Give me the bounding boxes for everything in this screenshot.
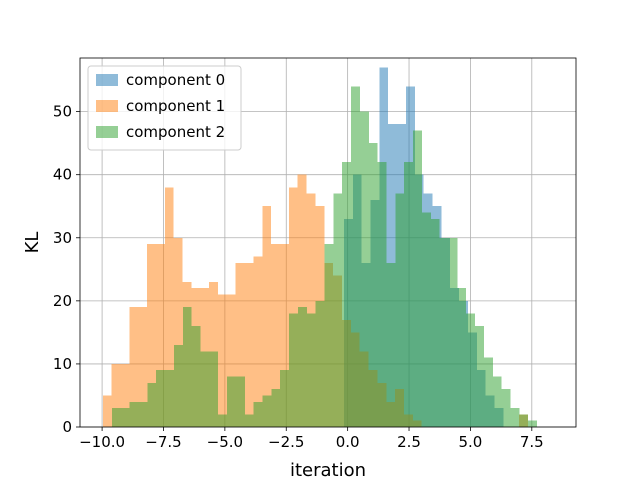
histogram-bar <box>102 395 112 427</box>
histogram-bar <box>466 313 476 427</box>
histogram-bar <box>448 237 458 427</box>
histogram-bar <box>395 193 405 427</box>
histogram-bar <box>315 300 325 427</box>
histogram-bar <box>164 187 174 427</box>
histogram-bar <box>138 401 148 427</box>
histogram-bar <box>439 237 449 427</box>
histogram-bar <box>333 193 343 427</box>
histogram-bar <box>386 263 396 427</box>
legend: component 0 component 1 component 2 <box>87 65 242 151</box>
histogram-bar <box>483 357 493 427</box>
histogram-bar <box>288 187 298 427</box>
histogram-bar <box>155 244 165 427</box>
y-tick-label: 10 <box>53 355 72 373</box>
x-tick-label: 2.5 <box>397 433 421 451</box>
histogram-bar <box>244 414 254 427</box>
histogram-bar <box>519 414 529 427</box>
histogram-bar <box>430 218 440 427</box>
x-axis-label: iteration <box>290 460 366 480</box>
histogram-bar <box>217 294 227 427</box>
histogram-bar <box>342 162 352 428</box>
x-tick-label: 7.5 <box>520 433 544 451</box>
histogram-bar <box>173 345 183 427</box>
histogram-bar <box>297 307 307 427</box>
histogram-bar <box>297 174 307 427</box>
histogram-bar <box>253 256 263 427</box>
histogram-bar <box>165 370 174 427</box>
histogram-bar <box>510 408 520 427</box>
plot-frame <box>79 57 577 428</box>
histogram-bar <box>492 376 502 427</box>
histogram-bar <box>271 244 280 427</box>
legend-label: component 1 <box>126 97 225 115</box>
histogram-bar <box>138 307 148 427</box>
legend-label: component 0 <box>126 71 225 89</box>
histogram-bar <box>227 376 236 427</box>
y-axis-ticks: 0 10 20 30 40 50 <box>53 103 80 436</box>
x-tick-label: −7.5 <box>145 433 181 451</box>
histogram-bar <box>262 395 272 427</box>
y-tick-label: 30 <box>53 229 72 247</box>
legend-swatch <box>96 74 118 86</box>
histogram-bar <box>306 193 316 427</box>
legend-label: component 2 <box>126 123 225 141</box>
x-axis-ticks: −10.0 −7.5 −5.0 −2.5 0.0 2.5 5.0 7.5 <box>79 427 544 451</box>
bars <box>102 67 538 428</box>
histogram-bar <box>413 130 422 428</box>
histogram-bar <box>209 351 219 427</box>
histogram-bar <box>147 382 157 427</box>
histogram-bar <box>421 212 431 427</box>
histogram-bar <box>324 244 334 427</box>
histogram-bar <box>111 363 121 427</box>
histogram-bar <box>120 408 130 427</box>
histogram-bar <box>129 307 139 427</box>
histogram-bar <box>368 143 378 427</box>
histogram-bar <box>156 370 166 427</box>
histogram-bar <box>191 326 201 427</box>
histogram-bar <box>235 263 245 427</box>
histogram-bar <box>528 420 538 427</box>
histogram-bar <box>404 162 414 428</box>
x-tick-label: 0.0 <box>336 433 360 451</box>
histogram-bar <box>253 401 263 427</box>
x-tick-label: −5.0 <box>207 433 243 451</box>
histogram-bar <box>173 237 183 427</box>
histogram-bar <box>182 307 192 427</box>
histogram-bar <box>359 111 369 427</box>
histogram-bar <box>289 313 298 427</box>
legend-swatch <box>96 100 118 112</box>
histogram-bar <box>351 86 360 427</box>
y-tick-label: 50 <box>53 103 72 121</box>
legend-swatch <box>96 126 118 138</box>
histogram-bar <box>271 389 281 427</box>
x-tick-label: 5.0 <box>458 433 482 451</box>
y-tick-label: 0 <box>62 418 72 436</box>
histogram-bar <box>262 206 272 427</box>
histogram-bar <box>306 313 316 427</box>
series-2-bars <box>111 86 538 428</box>
histogram-bar <box>475 326 484 427</box>
histogram-bar <box>147 244 156 427</box>
histogram-bar <box>226 294 236 427</box>
histogram-bar <box>244 263 254 427</box>
y-tick-label: 20 <box>53 292 72 310</box>
histogram-bar <box>501 389 511 427</box>
legend-box <box>87 65 242 151</box>
histogram-bar <box>457 288 467 427</box>
y-tick-label: 40 <box>53 166 72 184</box>
y-axis-label: KL <box>22 232 43 254</box>
x-tick-label: −2.5 <box>268 433 304 451</box>
histogram-bar <box>200 351 210 427</box>
histogram-bar <box>129 401 139 427</box>
histogram-bar <box>120 363 130 427</box>
histogram-bar <box>377 162 387 428</box>
x-tick-label: −10.0 <box>79 433 125 451</box>
histogram-bar <box>218 414 228 427</box>
histogram-bar <box>235 376 245 427</box>
histogram-bar <box>280 370 290 427</box>
histogram-bar <box>279 244 289 427</box>
histogram-bar <box>111 408 121 427</box>
